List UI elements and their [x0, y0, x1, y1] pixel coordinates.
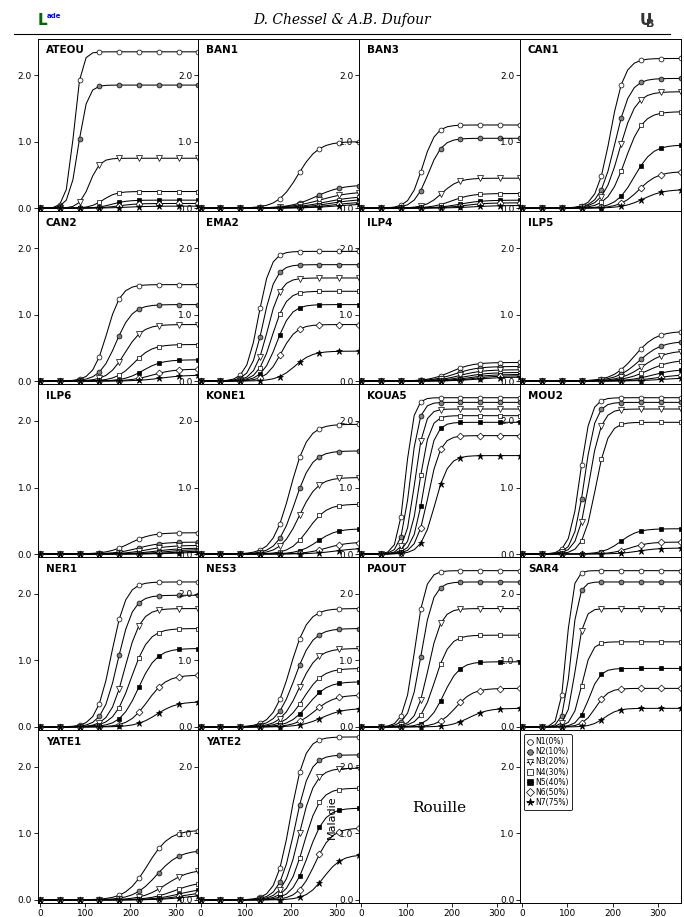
Text: YATE2: YATE2 [207, 737, 241, 747]
Text: ILP5: ILP5 [528, 218, 553, 228]
Text: PAOUT: PAOUT [367, 564, 406, 574]
Text: Rouille: Rouille [412, 801, 466, 815]
Text: YATE1: YATE1 [46, 737, 81, 747]
Legend: N1(0%), N2(10%), N3(20%), N4(30%), N5(40%), N6(50%), N7(75%): N1(0%), N2(10%), N3(20%), N4(30%), N5(40… [524, 735, 572, 810]
Text: L: L [38, 13, 47, 28]
Text: B: B [646, 19, 654, 28]
Text: NES3: NES3 [207, 564, 237, 574]
Text: ade: ade [47, 13, 61, 18]
Text: BAN1: BAN1 [207, 46, 239, 55]
Text: ATEOU: ATEOU [46, 46, 85, 55]
Text: ILP6: ILP6 [46, 392, 71, 402]
Text: EMA2: EMA2 [207, 218, 239, 228]
Text: ILP4: ILP4 [367, 218, 393, 228]
Text: MOU2: MOU2 [528, 392, 563, 402]
Text: NER1: NER1 [46, 564, 77, 574]
Text: CAN2: CAN2 [46, 218, 77, 228]
Text: KONE1: KONE1 [207, 392, 246, 402]
Y-axis label: Maladie: Maladie [326, 795, 337, 838]
Text: BAN3: BAN3 [367, 46, 399, 55]
Text: CAN1: CAN1 [528, 46, 560, 55]
Text: SAR4: SAR4 [528, 564, 559, 574]
Text: D. Chessel & A.B. Dufour: D. Chessel & A.B. Dufour [253, 13, 431, 28]
Text: U: U [640, 13, 652, 28]
Text: KOUA5: KOUA5 [367, 392, 407, 402]
